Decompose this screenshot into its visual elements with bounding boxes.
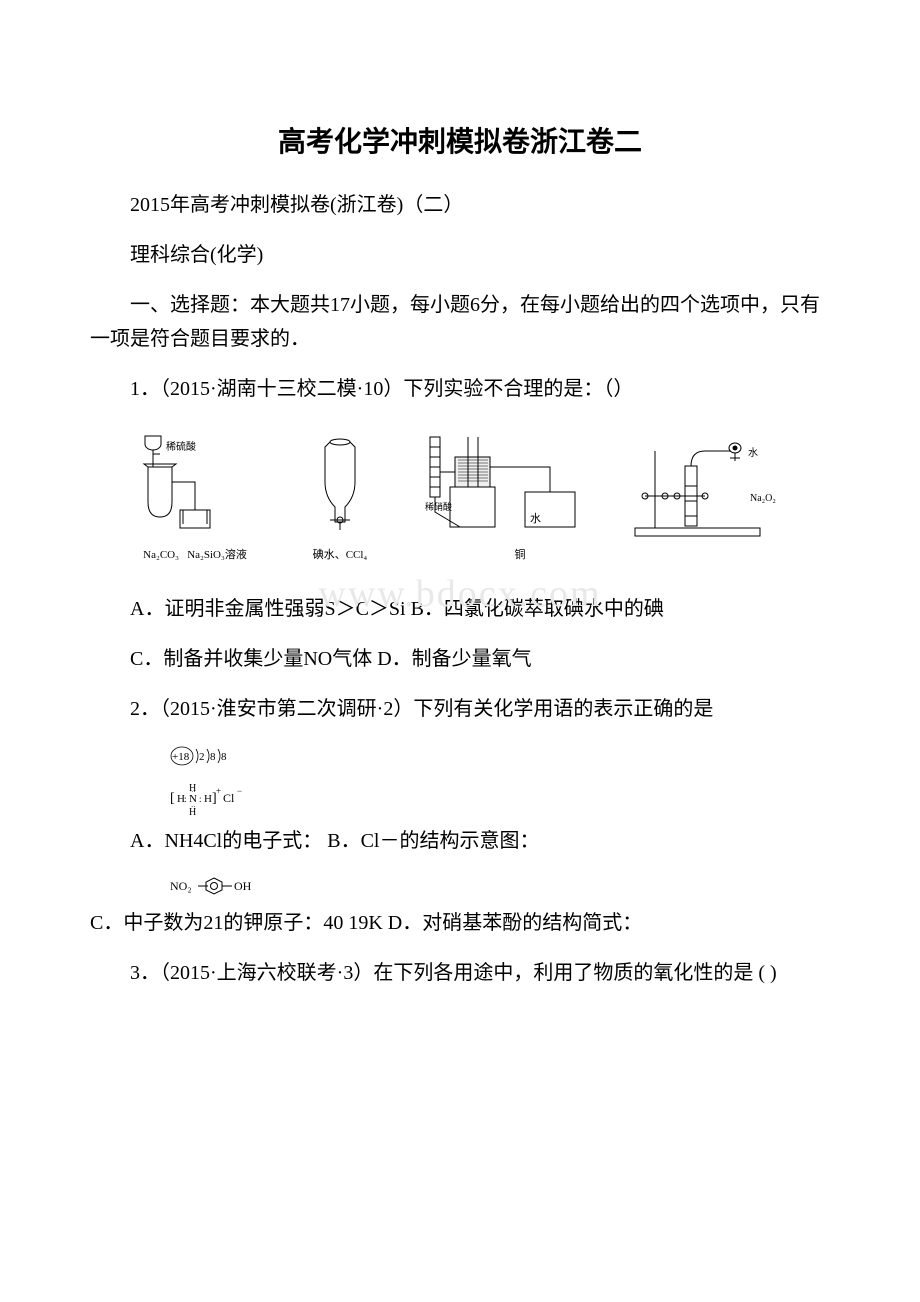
label-water-c: 水	[530, 512, 541, 525]
q2-option-c: C．中子数为21的钾原子：40 19K D．对硝基苯酚的结构简式：	[90, 906, 830, 940]
apparatus-a-icon: 稀硫酸	[130, 432, 260, 542]
label-na2co3: Na₂CO₃	[143, 549, 179, 561]
svg-text:H: H	[204, 793, 212, 805]
svg-text:[: [	[170, 791, 175, 806]
page-title: 高考化学冲刺模拟卷浙江卷二	[90, 120, 830, 160]
atom-structure-icon: +18 2 8 8	[170, 742, 830, 772]
apparatus-b-icon	[300, 432, 380, 542]
nitrophenol-formula-icon: NO₂ OH	[170, 874, 830, 898]
diagram-c: 稀硝酸 水 铜	[420, 432, 590, 562]
subtitle-1: 2015年高考冲刺模拟卷(浙江卷)（二）	[90, 188, 830, 222]
question-2: 2．（2015·淮安市第二次调研·2）下列有关化学用语的表示正确的是	[90, 692, 830, 726]
diagram-b: 碘水、CCl₄	[300, 432, 380, 562]
q2-option-a: A．NH4Cl的电子式： B．Cl－的结构示意图：	[90, 824, 830, 858]
apparatus-d-icon: 水 Na₂O₂	[630, 436, 790, 546]
svg-text::: :	[199, 794, 202, 804]
svg-text:+: +	[216, 786, 221, 796]
svg-text:+18: +18	[172, 751, 190, 763]
question-3: 3．（2015·上海六校联考·3）在下列各用途中，利用了物质的氧化性的是 ( )	[90, 956, 830, 990]
label-dilute-hno3: 稀硝酸	[425, 501, 452, 512]
diagram-row: 稀硫酸 Na₂CO₃ Na₂SiO₃溶液 碘水、CCl₄	[110, 422, 810, 562]
question-1: 1．（2015·湖南十三校二模·10）下列实验不合理的是：（）	[90, 372, 830, 406]
nh4cl-formula-icon: [ H : H ·· N ·· H : H ] + Cl −	[170, 780, 830, 816]
q1-option-c: C．制备并收集少量NO气体 D．制备少量氧气	[90, 642, 830, 676]
label-iodine-ccl4: 碘水、CCl₄	[313, 546, 368, 562]
svg-text:2: 2	[199, 751, 205, 763]
svg-text:OH: OH	[234, 879, 252, 893]
svg-text:8: 8	[221, 751, 227, 763]
diagram-a: 稀硫酸 Na₂CO₃ Na₂SiO₃溶液	[130, 432, 260, 562]
svg-text::: :	[184, 794, 187, 804]
label-copper: 铜	[485, 546, 526, 562]
apparatus-c-icon: 稀硝酸 水	[420, 432, 590, 542]
svg-text:H: H	[189, 807, 196, 816]
q1-option-a: A．证明非金属性强弱S＞C＞Si B．四氯化碳萃取碘水中的碘	[90, 592, 830, 626]
label-water-d: 水	[748, 447, 758, 459]
section-heading: 一、选择题：本大题共17小题，每小题6分，在每小题给出的四个选项中，只有一项是符…	[90, 288, 830, 356]
label-na2o2: Na₂O₂	[750, 493, 776, 504]
diagram-d: 水 Na₂O₂	[630, 436, 790, 562]
svg-text:8: 8	[210, 751, 216, 763]
svg-text:NO₂: NO₂	[170, 879, 192, 893]
subtitle-2: 理科综合(化学)	[90, 238, 830, 272]
label-na2sio3: Na₂SiO₃溶液	[187, 549, 247, 561]
svg-text:Cl: Cl	[223, 791, 235, 805]
svg-text:−: −	[237, 786, 242, 796]
label-dilute-h2so4: 稀硫酸	[166, 440, 196, 453]
